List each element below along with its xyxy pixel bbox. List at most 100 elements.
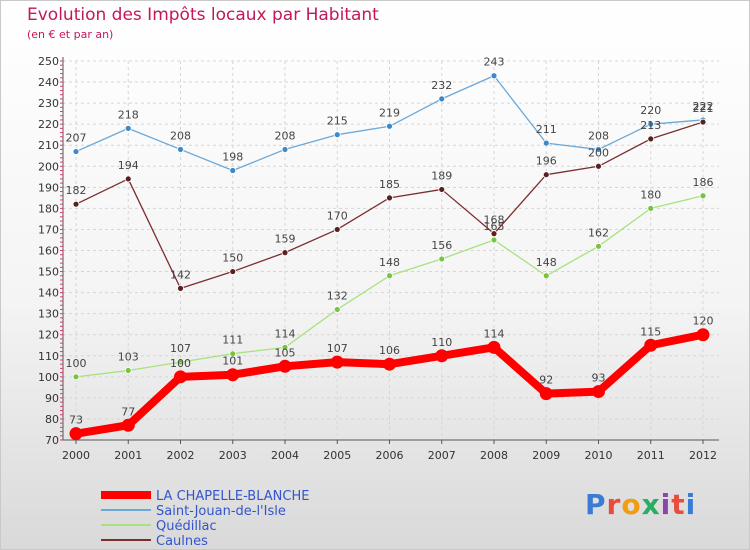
data-label: 105 bbox=[275, 346, 296, 359]
data-label: 194 bbox=[118, 159, 139, 172]
data-label: 115 bbox=[640, 325, 661, 338]
data-label: 208 bbox=[275, 129, 296, 142]
y-tick-label: 250 bbox=[38, 55, 59, 68]
data-label: 213 bbox=[640, 119, 661, 132]
data-label: 168 bbox=[484, 214, 505, 227]
data-label: 159 bbox=[275, 233, 296, 246]
data-point bbox=[539, 387, 553, 401]
data-label: 156 bbox=[431, 239, 452, 252]
data-label: 114 bbox=[484, 327, 505, 340]
data-label: 218 bbox=[118, 108, 139, 121]
y-tick-label: 160 bbox=[38, 245, 59, 258]
data-point bbox=[124, 175, 132, 183]
data-label: 211 bbox=[536, 123, 557, 136]
data-label: 207 bbox=[66, 132, 87, 145]
data-point bbox=[435, 349, 449, 363]
data-point bbox=[72, 200, 80, 208]
data-point bbox=[226, 368, 240, 382]
x-tick-label: 2006 bbox=[376, 449, 404, 462]
data-label: 170 bbox=[327, 209, 348, 222]
x-tick-label: 2009 bbox=[532, 449, 560, 462]
data-point bbox=[647, 135, 655, 143]
data-point bbox=[438, 95, 446, 103]
data-label: 185 bbox=[379, 178, 400, 191]
data-point bbox=[386, 194, 393, 202]
proxiti-logo: Proxiti bbox=[585, 488, 697, 521]
data-point bbox=[177, 146, 184, 153]
data-point bbox=[333, 131, 341, 139]
data-label: 107 bbox=[170, 342, 191, 355]
data-label: 189 bbox=[431, 169, 452, 182]
y-tick-label: 200 bbox=[38, 160, 59, 173]
data-point bbox=[699, 118, 707, 126]
data-point bbox=[281, 249, 289, 257]
data-point bbox=[281, 343, 289, 351]
data-point bbox=[174, 370, 187, 384]
data-point bbox=[124, 124, 132, 132]
legend-label: LA CHAPELLE-BLANCHE bbox=[156, 489, 309, 504]
data-point bbox=[333, 306, 341, 313]
y-tick-label: 120 bbox=[38, 329, 59, 342]
data-label: 150 bbox=[222, 252, 243, 265]
x-tick-label: 2005 bbox=[323, 449, 351, 462]
data-label: 132 bbox=[327, 289, 348, 302]
data-point bbox=[124, 367, 132, 374]
data-label: 215 bbox=[327, 115, 348, 128]
data-label: 103 bbox=[118, 351, 139, 364]
data-point bbox=[177, 358, 184, 366]
data-point bbox=[386, 272, 393, 280]
y-tick-label: 90 bbox=[45, 392, 59, 405]
x-tick-label: 2004 bbox=[271, 449, 299, 462]
data-label: 106 bbox=[379, 344, 400, 357]
data-point bbox=[490, 72, 498, 80]
data-label: 208 bbox=[588, 129, 609, 142]
x-tick-label: 2010 bbox=[585, 449, 613, 462]
data-point bbox=[69, 427, 83, 441]
data-point bbox=[229, 350, 237, 358]
data-label: 93 bbox=[592, 372, 606, 385]
data-label: 111 bbox=[222, 334, 243, 347]
y-tick-label: 150 bbox=[38, 266, 59, 279]
data-point bbox=[281, 146, 289, 153]
data-label: 107 bbox=[327, 342, 348, 355]
x-tick-label: 2002 bbox=[167, 449, 195, 462]
data-label: 100 bbox=[170, 357, 191, 370]
data-point bbox=[490, 230, 498, 238]
data-label: 148 bbox=[536, 256, 557, 269]
y-tick-label: 180 bbox=[38, 202, 59, 215]
chart-title: Evolution des Impôts locaux par Habitant bbox=[27, 5, 379, 25]
data-point bbox=[177, 284, 184, 292]
x-tick-label: 2001 bbox=[114, 449, 142, 462]
data-label: 219 bbox=[379, 106, 400, 119]
data-label: 73 bbox=[69, 414, 83, 427]
data-label: 232 bbox=[431, 79, 452, 92]
data-point bbox=[386, 122, 393, 130]
data-label: 198 bbox=[222, 150, 243, 163]
y-tick-label: 80 bbox=[45, 413, 59, 426]
data-point bbox=[696, 328, 710, 342]
x-tick-label: 2003 bbox=[219, 449, 247, 462]
data-point bbox=[72, 148, 80, 155]
data-point bbox=[595, 242, 602, 250]
data-label: 186 bbox=[693, 176, 714, 189]
data-point bbox=[647, 204, 655, 212]
data-label: 120 bbox=[693, 315, 714, 328]
legend-label: Quédillac bbox=[156, 519, 217, 534]
y-tick-label: 100 bbox=[38, 371, 59, 384]
data-point bbox=[542, 139, 550, 147]
data-label: 180 bbox=[640, 188, 661, 201]
data-point bbox=[333, 226, 341, 233]
y-tick-label: 210 bbox=[38, 139, 59, 152]
data-label: 100 bbox=[66, 357, 87, 370]
data-label: 77 bbox=[121, 405, 135, 418]
x-tick-label: 2008 bbox=[480, 449, 508, 462]
data-label: 162 bbox=[588, 226, 609, 239]
data-point bbox=[330, 355, 344, 369]
y-tick-label: 110 bbox=[38, 350, 59, 363]
data-point bbox=[438, 186, 446, 193]
data-label: 110 bbox=[431, 336, 452, 349]
data-point bbox=[595, 162, 602, 170]
data-label: 101 bbox=[222, 355, 243, 368]
y-tick-label: 190 bbox=[38, 181, 59, 194]
